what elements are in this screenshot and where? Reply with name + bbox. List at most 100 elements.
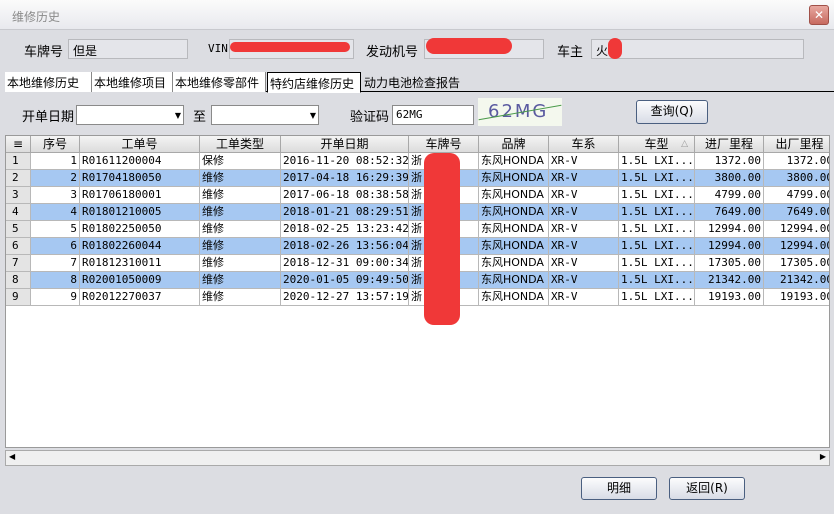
cell-seq[interactable]: 7 bbox=[31, 255, 80, 272]
cell-out-mileage[interactable]: 3800.00 bbox=[764, 170, 829, 187]
column-header-plate[interactable]: 车牌号 bbox=[409, 136, 479, 153]
column-header-out-mileage[interactable]: 出厂里程 bbox=[764, 136, 829, 153]
cell-out-mileage[interactable]: 19193.00 bbox=[764, 289, 829, 306]
row-number[interactable]: 3 bbox=[6, 187, 31, 204]
cell-model[interactable]: 1.5L LXI... bbox=[619, 204, 695, 221]
cell-order-type[interactable]: 维修 bbox=[200, 238, 281, 255]
cell-open-date[interactable]: 2017-06-18 08:38:58 bbox=[281, 187, 409, 204]
column-header-in-mileage[interactable]: 进厂里程 bbox=[695, 136, 764, 153]
cell-in-mileage[interactable]: 12994.00 bbox=[695, 238, 764, 255]
cell-brand[interactable]: 东风HONDA bbox=[479, 204, 549, 221]
cell-model[interactable]: 1.5L LXI... bbox=[619, 272, 695, 289]
cell-open-date[interactable]: 2018-02-25 13:23:42 bbox=[281, 221, 409, 238]
cell-seq[interactable]: 5 bbox=[31, 221, 80, 238]
cell-model[interactable]: 1.5L LXI... bbox=[619, 238, 695, 255]
cell-order-no[interactable]: R01802260044 bbox=[80, 238, 200, 255]
scroll-right-icon[interactable]: ▶ bbox=[819, 452, 826, 461]
cell-open-date[interactable]: 2016-11-20 08:52:32 bbox=[281, 153, 409, 170]
column-header-order-type[interactable]: 工单类型 bbox=[200, 136, 281, 153]
row-number[interactable]: 9 bbox=[6, 289, 31, 306]
cell-brand[interactable]: 东风HONDA bbox=[479, 187, 549, 204]
cell-in-mileage[interactable]: 19193.00 bbox=[695, 289, 764, 306]
cell-in-mileage[interactable]: 4799.00 bbox=[695, 187, 764, 204]
cell-out-mileage[interactable]: 21342.00 bbox=[764, 272, 829, 289]
cell-order-type[interactable]: 维修 bbox=[200, 170, 281, 187]
column-header-open-date[interactable]: 开单日期 bbox=[281, 136, 409, 153]
cell-model[interactable]: 1.5L LXI... bbox=[619, 187, 695, 204]
row-number[interactable]: 1 bbox=[6, 153, 31, 170]
cell-open-date[interactable]: 2018-12-31 09:00:34 bbox=[281, 255, 409, 272]
cell-brand[interactable]: 东风HONDA bbox=[479, 255, 549, 272]
cell-in-mileage[interactable]: 17305.00 bbox=[695, 255, 764, 272]
cell-in-mileage[interactable]: 3800.00 bbox=[695, 170, 764, 187]
cell-order-no[interactable]: R02012270037 bbox=[80, 289, 200, 306]
cell-brand[interactable]: 东风HONDA bbox=[479, 153, 549, 170]
cell-series[interactable]: XR-V bbox=[549, 221, 619, 238]
query-button[interactable]: 查询(Q) bbox=[636, 100, 708, 124]
cell-order-type[interactable]: 维修 bbox=[200, 289, 281, 306]
cell-model[interactable]: 1.5L LXI... bbox=[619, 170, 695, 187]
cell-series[interactable]: XR-V bbox=[549, 289, 619, 306]
tab-local-parts[interactable]: 本地维修零部件 bbox=[173, 72, 266, 92]
column-header-model[interactable]: 车型 △ bbox=[619, 136, 695, 153]
tab-local-history[interactable]: 本地维修历史 bbox=[5, 72, 92, 92]
cell-open-date[interactable]: 2020-12-27 13:57:19 bbox=[281, 289, 409, 306]
cell-order-type[interactable]: 维修 bbox=[200, 272, 281, 289]
cell-brand[interactable]: 东风HONDA bbox=[479, 289, 549, 306]
cell-out-mileage[interactable]: 12994.00 bbox=[764, 238, 829, 255]
detail-button[interactable]: 明细 bbox=[581, 477, 657, 500]
tab-dealer-history[interactable]: 特约店维修历史 bbox=[267, 72, 361, 93]
tab-battery-report[interactable]: 动力电池检查报告 bbox=[364, 76, 461, 90]
cell-out-mileage[interactable]: 17305.00 bbox=[764, 255, 829, 272]
cell-series[interactable]: XR-V bbox=[549, 204, 619, 221]
cell-order-no[interactable]: R01704180050 bbox=[80, 170, 200, 187]
row-number[interactable]: 2 bbox=[6, 170, 31, 187]
cell-series[interactable]: XR-V bbox=[549, 153, 619, 170]
cell-model[interactable]: 1.5L LXI... bbox=[619, 221, 695, 238]
cell-open-date[interactable]: 2017-04-18 16:29:39 bbox=[281, 170, 409, 187]
cell-order-no[interactable]: R01706180001 bbox=[80, 187, 200, 204]
column-header-series[interactable]: 车系 bbox=[549, 136, 619, 153]
cell-series[interactable]: XR-V bbox=[549, 187, 619, 204]
cell-model[interactable]: 1.5L LXI... bbox=[619, 255, 695, 272]
cell-seq[interactable]: 2 bbox=[31, 170, 80, 187]
cell-series[interactable]: XR-V bbox=[549, 238, 619, 255]
cell-brand[interactable]: 东风HONDA bbox=[479, 170, 549, 187]
tab-local-items[interactable]: 本地维修项目 bbox=[92, 72, 173, 92]
cell-series[interactable]: XR-V bbox=[549, 170, 619, 187]
cell-order-type[interactable]: 维修 bbox=[200, 255, 281, 272]
cell-in-mileage[interactable]: 12994.00 bbox=[695, 221, 764, 238]
cell-in-mileage[interactable]: 21342.00 bbox=[695, 272, 764, 289]
cell-order-type[interactable]: 保修 bbox=[200, 153, 281, 170]
cell-brand[interactable]: 东风HONDA bbox=[479, 238, 549, 255]
cell-in-mileage[interactable]: 7649.00 bbox=[695, 204, 764, 221]
close-icon[interactable]: ✕ bbox=[809, 5, 829, 25]
column-header-seq[interactable]: 序号 bbox=[31, 136, 80, 153]
cell-brand[interactable]: 东风HONDA bbox=[479, 272, 549, 289]
cell-seq[interactable]: 6 bbox=[31, 238, 80, 255]
cell-order-type[interactable]: 维修 bbox=[200, 221, 281, 238]
cell-order-no[interactable]: R02001050009 bbox=[80, 272, 200, 289]
cell-series[interactable]: XR-V bbox=[549, 272, 619, 289]
date-to-select[interactable]: ▼ bbox=[211, 105, 319, 125]
cell-order-no[interactable]: R01611200004 bbox=[80, 153, 200, 170]
date-from-select[interactable]: ▼ bbox=[76, 105, 184, 125]
cell-seq[interactable]: 9 bbox=[31, 289, 80, 306]
cell-out-mileage[interactable]: 1372.00 bbox=[764, 153, 829, 170]
cell-out-mileage[interactable]: 12994.00 bbox=[764, 221, 829, 238]
cell-brand[interactable]: 东风HONDA bbox=[479, 221, 549, 238]
row-number[interactable]: 4 bbox=[6, 204, 31, 221]
cell-model[interactable]: 1.5L LXI... bbox=[619, 153, 695, 170]
cell-open-date[interactable]: 2018-01-21 08:29:51 bbox=[281, 204, 409, 221]
cell-order-type[interactable]: 维修 bbox=[200, 187, 281, 204]
row-number[interactable]: 7 bbox=[6, 255, 31, 272]
cell-order-no[interactable]: R01801210005 bbox=[80, 204, 200, 221]
captcha-image[interactable]: 62MG bbox=[478, 98, 562, 126]
row-number[interactable]: 6 bbox=[6, 238, 31, 255]
row-number[interactable]: 5 bbox=[6, 221, 31, 238]
cell-order-no[interactable]: R01812310011 bbox=[80, 255, 200, 272]
row-number[interactable]: 8 bbox=[6, 272, 31, 289]
column-header-brand[interactable]: 品牌 bbox=[479, 136, 549, 153]
cell-order-type[interactable]: 维修 bbox=[200, 204, 281, 221]
cell-open-date[interactable]: 2018-02-26 13:56:04 bbox=[281, 238, 409, 255]
